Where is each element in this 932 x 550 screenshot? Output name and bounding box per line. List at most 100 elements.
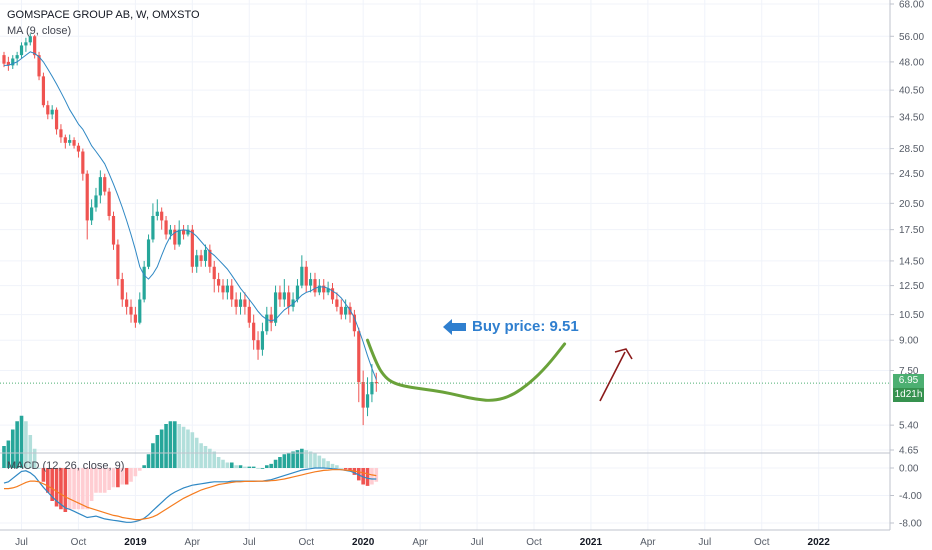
macd-histogram-bar [46, 468, 50, 493]
macd-histogram-bar [343, 468, 348, 470]
candle-body [94, 195, 98, 208]
time-tick-label: 2019 [124, 537, 147, 548]
time-tick-label: Apr [412, 537, 428, 548]
time-tick-label: Oct [526, 537, 542, 548]
macd-line [3, 467, 377, 523]
candle-body [313, 279, 317, 293]
macd-histogram-bar [365, 468, 370, 486]
macd-histogram-bar [2, 446, 6, 468]
price-tick-label: 40.50 [899, 86, 924, 97]
price-tick-label: 56.00 [899, 32, 924, 43]
candle-body [225, 285, 229, 293]
macd-histogram-bar [229, 462, 234, 468]
buy-price-annotation: Buy price: 9.51 [472, 318, 579, 335]
candle-body [2, 55, 6, 64]
macd-histogram-bar [76, 468, 81, 510]
macd-histogram-bar [181, 426, 186, 468]
candle-body [138, 299, 142, 323]
candle-body [111, 215, 116, 245]
time-tick-label: Jul [15, 537, 28, 548]
candle-body [357, 331, 361, 382]
macd-histogram-bar [199, 443, 203, 468]
time-tick-label: Jul [471, 537, 484, 548]
price-tick-label: 4.65 [899, 446, 919, 457]
macd-histogram-bar [129, 468, 133, 482]
macd-histogram-bar [282, 454, 287, 468]
candle-body [190, 229, 194, 267]
macd-histogram-bar [212, 451, 217, 468]
macd-histogram-bar [133, 468, 138, 477]
price-tick-label: 28.50 [899, 144, 924, 155]
macd-histogram-bar [326, 461, 330, 468]
macd-indicator-label[interactable]: MACD (12, 26, close, 9) [7, 460, 125, 472]
projection-curve [366, 338, 567, 402]
macd-histogram-bar [243, 466, 247, 468]
price-tick-label: 34.50 [899, 112, 924, 123]
macd-histogram-bar [120, 468, 125, 485]
candle-body [208, 249, 212, 267]
candle-body [374, 381, 378, 384]
macd-histogram-bar [50, 468, 54, 501]
buy-arrow-icon [443, 319, 466, 335]
macd-histogram-bar [63, 468, 68, 512]
price-tick-label: 24.50 [899, 169, 924, 180]
macd-histogram-bar [260, 468, 265, 469]
signal-line [4, 469, 377, 521]
candle-body [160, 211, 164, 221]
candle-body [326, 288, 330, 293]
price-tick-label: 17.50 [899, 225, 924, 236]
macd-histogram-bar [151, 443, 155, 468]
candle-body [199, 255, 203, 261]
candle-body [133, 314, 137, 323]
macd-tick-label: -4.00 [899, 491, 922, 502]
candle-body [151, 215, 155, 240]
candle-body [309, 279, 313, 286]
macd-histogram-bar [24, 421, 28, 468]
candle-body [243, 299, 247, 307]
candle-body [230, 285, 234, 300]
candle-body [344, 306, 348, 315]
candle-body [33, 36, 37, 56]
macd-histogram-bar [208, 448, 212, 468]
price-tick-label: 5.40 [899, 421, 919, 432]
candle-body [217, 279, 221, 286]
candle-body [142, 266, 146, 300]
macd-histogram-bar [221, 459, 225, 468]
macd-histogram-bar [6, 440, 11, 468]
candle-body [63, 137, 67, 143]
macd-histogram-bar [85, 468, 90, 510]
macd-histogram-bar [186, 429, 190, 468]
macd-histogram-bar [339, 468, 344, 469]
candle-body [19, 45, 24, 56]
macd-histogram-bar [234, 465, 238, 468]
macd-histogram-bar [374, 468, 379, 482]
ma-indicator-label[interactable]: MA (9, close) [7, 25, 72, 37]
macd-tick-label: 0.00 [899, 464, 919, 475]
macd-histogram-bar [102, 468, 107, 493]
macd-histogram-bar [291, 451, 295, 468]
candle-body [287, 292, 291, 307]
price-tick-label: 10.50 [899, 310, 924, 321]
candle-body [146, 239, 151, 267]
macd-histogram-bar [41, 468, 46, 482]
candle-body [28, 36, 32, 43]
candle-body [269, 314, 273, 323]
macd-histogram-bar [190, 432, 195, 468]
candle-body [252, 322, 256, 341]
candle-body [59, 129, 63, 138]
macd-histogram-bar [19, 415, 24, 468]
candle-body [11, 58, 15, 66]
macd-histogram-bar [67, 468, 72, 510]
macd-histogram-bar [265, 465, 269, 468]
candle-body [46, 105, 50, 115]
macd-histogram-bar [72, 468, 76, 510]
candle-body [173, 229, 177, 245]
price-tick-label: 12.50 [899, 281, 924, 292]
macd-histogram-bar [177, 424, 181, 468]
candle-body [278, 292, 282, 300]
macd-histogram-bar [238, 465, 243, 468]
time-axis: Jul Oct 2019 Apr Jul Oct 2020 Apr Jul Oct 2021 Apr J… [15, 537, 830, 548]
candle-body [256, 340, 260, 350]
candle-body [177, 229, 181, 245]
